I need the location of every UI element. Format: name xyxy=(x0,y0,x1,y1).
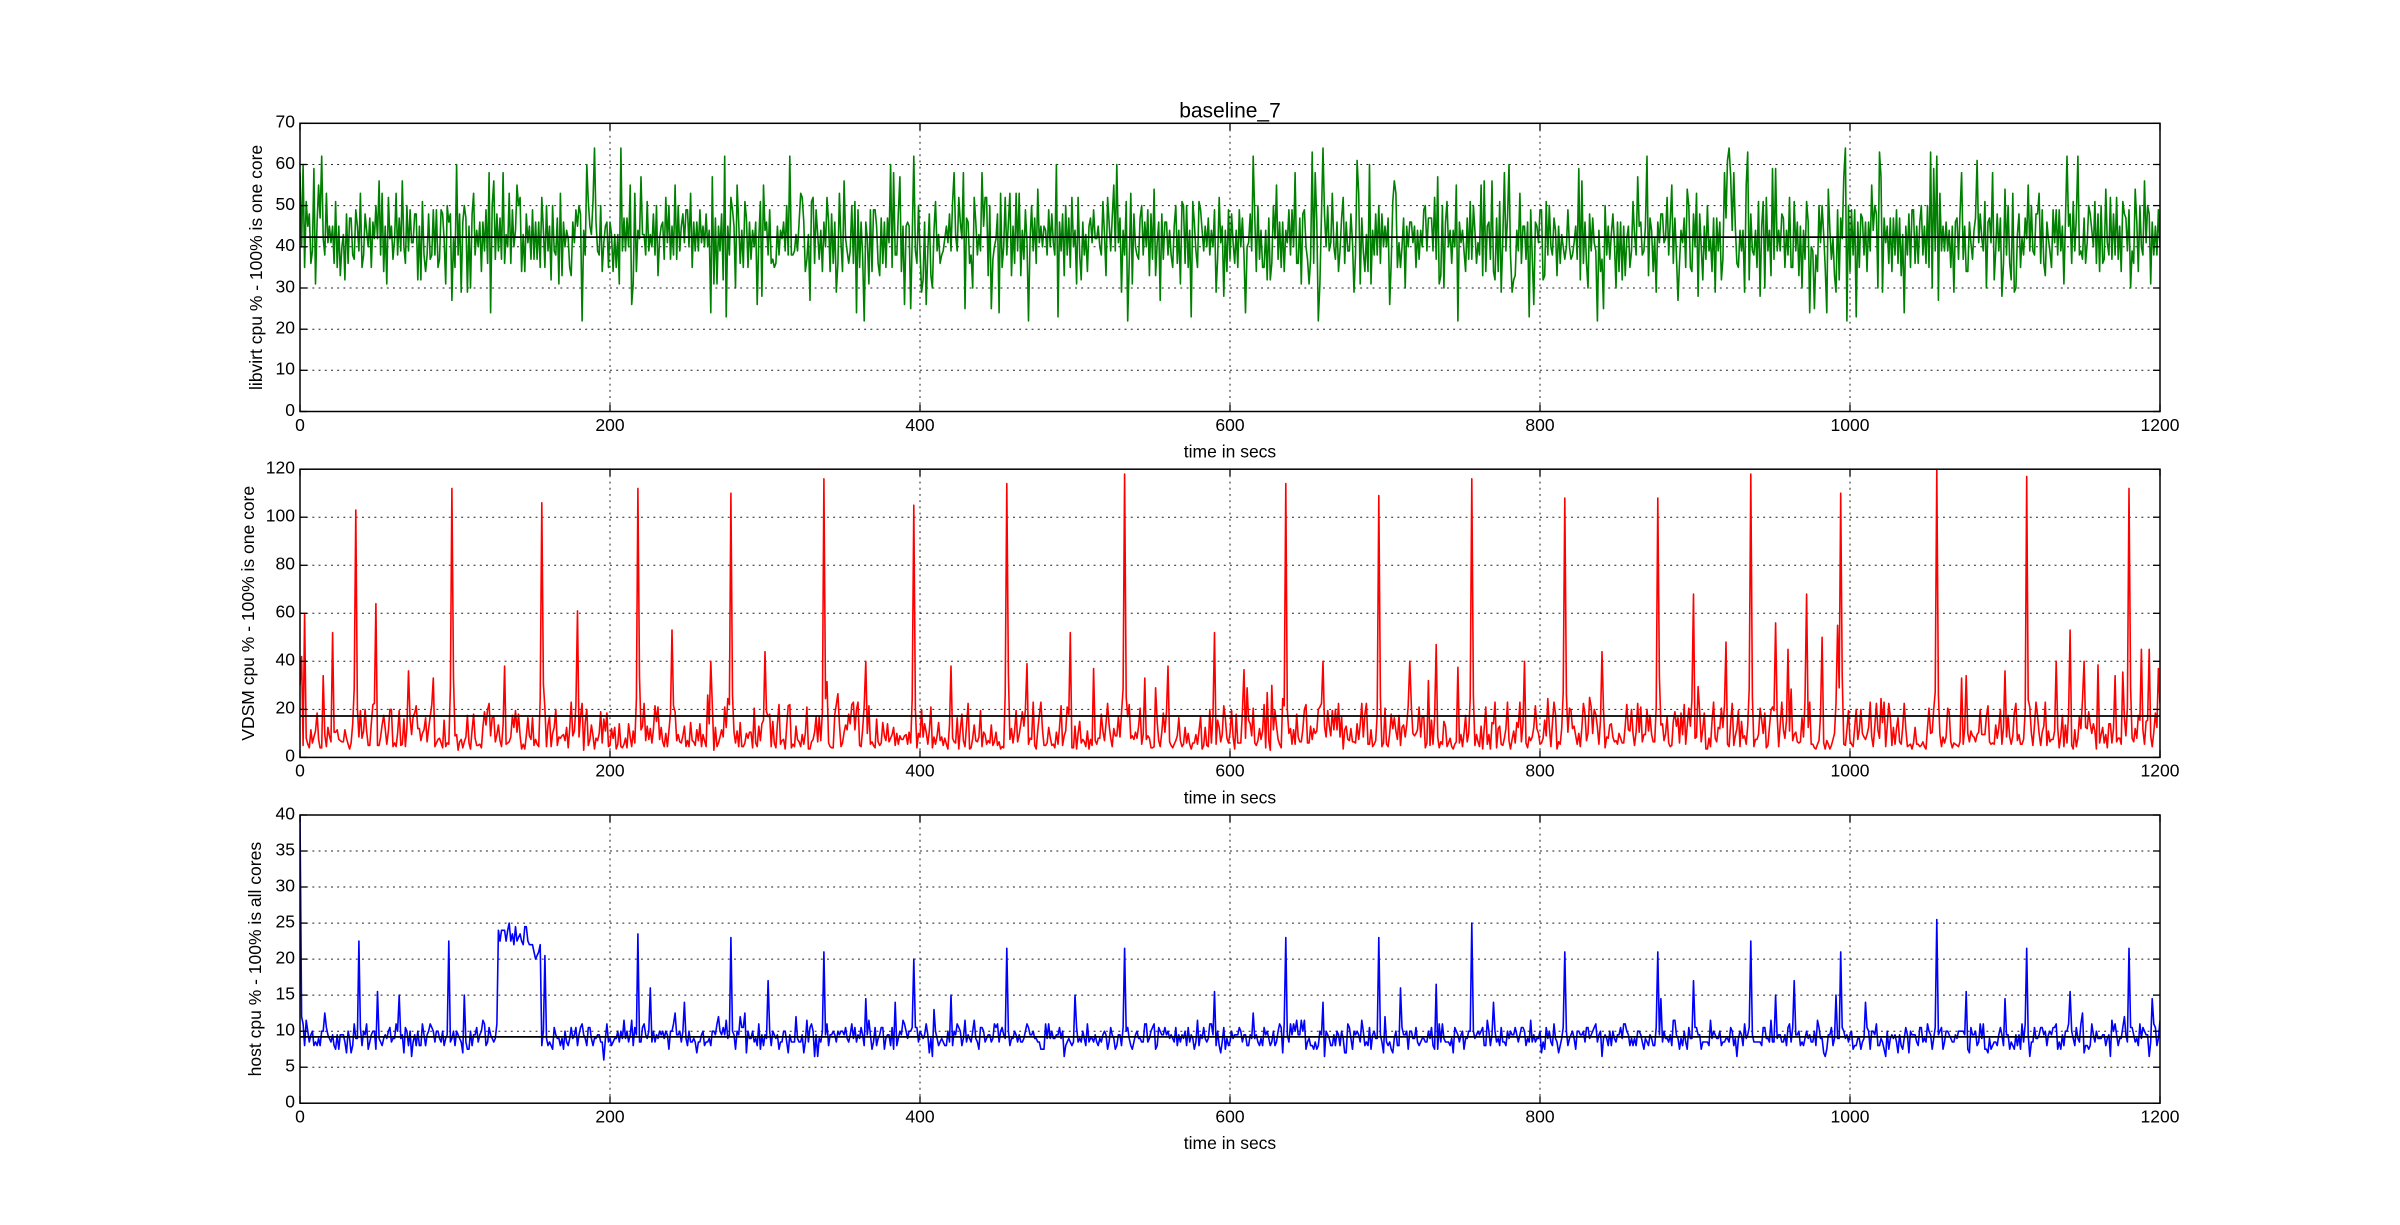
svg-text:100: 100 xyxy=(266,506,295,526)
svg-text:600: 600 xyxy=(1215,761,1244,781)
svg-text:60: 60 xyxy=(276,602,296,622)
svg-text:time in secs: time in secs xyxy=(1184,442,1277,462)
svg-text:400: 400 xyxy=(905,1107,934,1127)
svg-text:35: 35 xyxy=(276,839,295,859)
svg-text:400: 400 xyxy=(905,761,934,781)
svg-text:80: 80 xyxy=(276,554,296,574)
svg-text:50: 50 xyxy=(276,194,296,214)
svg-text:70: 70 xyxy=(276,112,296,132)
svg-text:600: 600 xyxy=(1215,415,1244,435)
svg-text:800: 800 xyxy=(1525,761,1554,781)
svg-text:200: 200 xyxy=(595,1107,624,1127)
svg-text:0: 0 xyxy=(285,746,295,766)
svg-text:800: 800 xyxy=(1525,1107,1554,1127)
svg-text:30: 30 xyxy=(276,276,296,296)
svg-text:0: 0 xyxy=(295,761,305,781)
svg-text:400: 400 xyxy=(905,415,934,435)
svg-text:libvirt cpu % - 100% is one co: libvirt cpu % - 100% is one core xyxy=(246,145,266,390)
svg-text:40: 40 xyxy=(276,650,296,670)
svg-text:15: 15 xyxy=(276,983,295,1003)
svg-text:30: 30 xyxy=(276,875,296,895)
svg-text:1000: 1000 xyxy=(1831,415,1870,435)
svg-text:5: 5 xyxy=(285,1056,295,1076)
svg-text:time in secs: time in secs xyxy=(1184,787,1277,807)
svg-text:1200: 1200 xyxy=(2141,415,2180,435)
svg-text:20: 20 xyxy=(276,698,296,718)
svg-text:60: 60 xyxy=(276,153,296,173)
svg-text:host cpu % - 100% is all cores: host cpu % - 100% is all cores xyxy=(245,842,265,1077)
svg-text:0: 0 xyxy=(295,415,305,435)
svg-text:20: 20 xyxy=(276,318,296,338)
svg-text:0: 0 xyxy=(295,1107,305,1127)
svg-text:1200: 1200 xyxy=(2141,761,2180,781)
svg-text:1000: 1000 xyxy=(1831,761,1870,781)
svg-text:200: 200 xyxy=(595,761,624,781)
svg-text:40: 40 xyxy=(276,235,296,255)
svg-text:200: 200 xyxy=(595,415,624,435)
svg-text:0: 0 xyxy=(285,1092,295,1112)
svg-text:time in secs: time in secs xyxy=(1184,1133,1277,1153)
svg-text:1000: 1000 xyxy=(1831,1107,1870,1127)
svg-text:VDSM cpu % - 100% is one core: VDSM cpu % - 100% is one core xyxy=(238,486,258,741)
svg-text:25: 25 xyxy=(276,911,295,931)
svg-text:120: 120 xyxy=(266,458,295,478)
svg-text:10: 10 xyxy=(276,1020,296,1040)
svg-text:1200: 1200 xyxy=(2141,1107,2180,1127)
svg-text:10: 10 xyxy=(276,359,296,379)
svg-text:baseline_7: baseline_7 xyxy=(1179,100,1281,123)
svg-text:800: 800 xyxy=(1525,415,1554,435)
svg-text:600: 600 xyxy=(1215,1107,1244,1127)
svg-text:0: 0 xyxy=(285,400,295,420)
svg-text:40: 40 xyxy=(276,803,296,823)
svg-text:20: 20 xyxy=(276,947,296,967)
